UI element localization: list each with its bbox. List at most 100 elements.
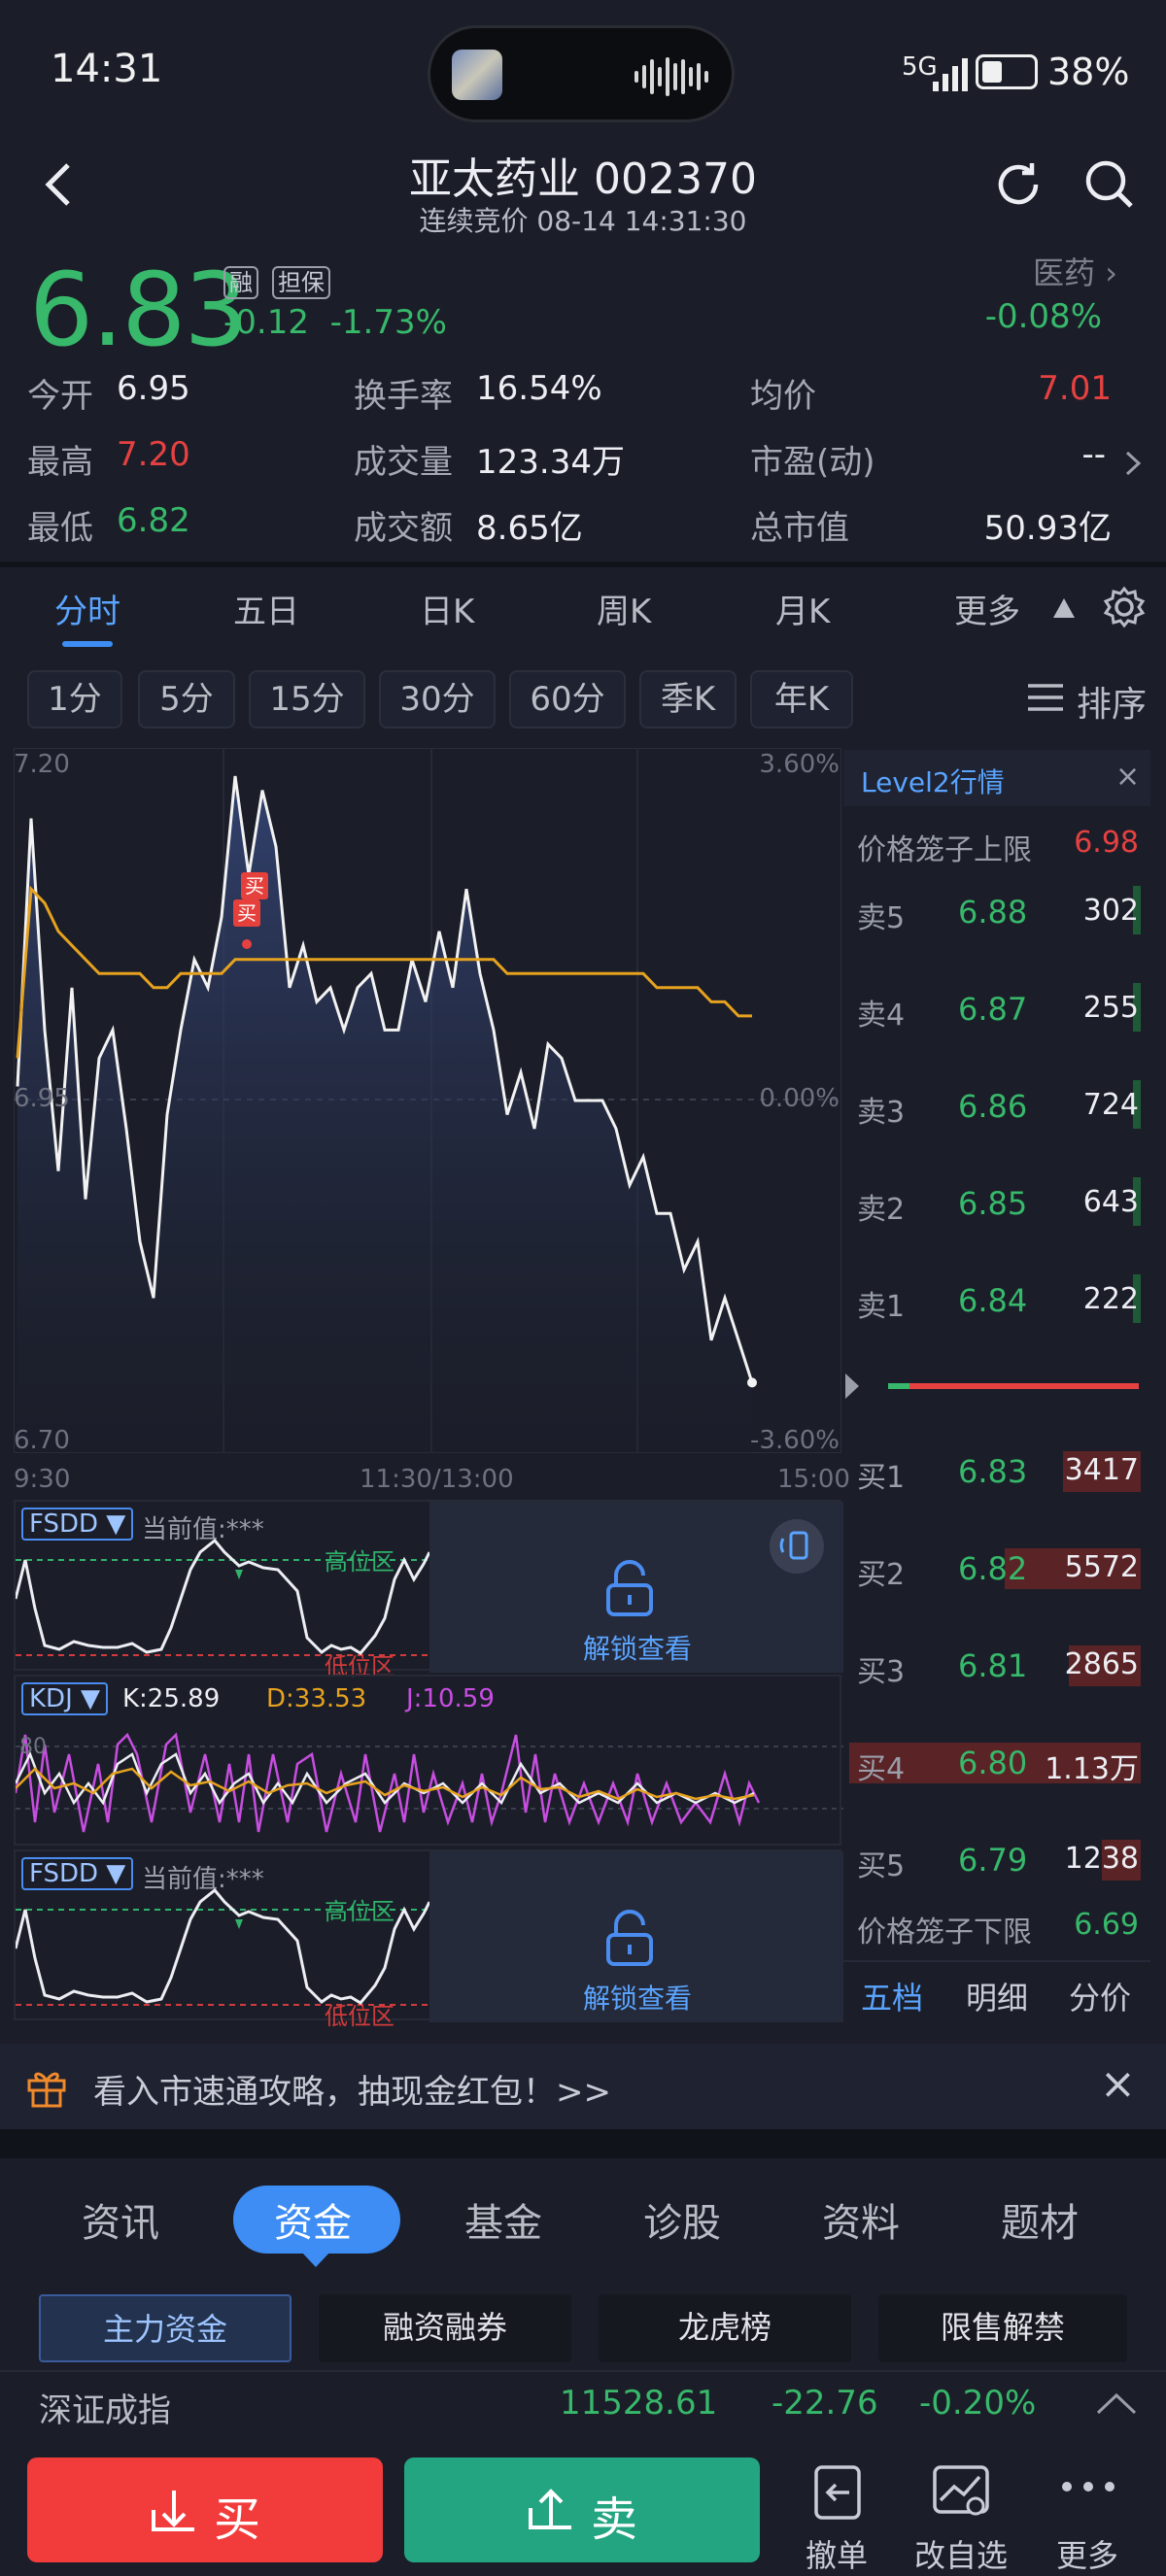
bid-level-3[interactable]: 买3 6.81 2865 <box>843 1628 1150 1706</box>
period-year-k[interactable]: 年K <box>750 670 853 729</box>
stat-open-value: 6.95 <box>117 369 190 408</box>
tab-diagnosis[interactable]: 诊股 <box>643 2201 721 2246</box>
period-5min[interactable]: 5分 <box>138 670 235 729</box>
promo-text: 看入市速通攻略，抽现金红包！>> <box>93 2073 611 2112</box>
intraday-price-chart[interactable] <box>14 748 841 1453</box>
buy-marker-1: 买 <box>241 872 268 899</box>
unlock-icon-2[interactable] <box>602 1910 657 1966</box>
tab-weekly-k[interactable]: 周K <box>597 593 652 631</box>
sort-button[interactable]: 排序 <box>1077 685 1148 725</box>
unlock-button[interactable]: 解锁查看 <box>583 1633 693 1665</box>
buy-label: 买 <box>214 2492 261 2547</box>
more-button[interactable]: 更多 <box>1034 2457 1141 2574</box>
tab-capital[interactable]: 资金 <box>274 2201 352 2246</box>
bid-level-2[interactable]: 买2 6.82 5572 <box>843 1531 1150 1609</box>
stock-title: 亚太药业 002370 <box>409 154 757 204</box>
pct-axis-mid: 0.00% <box>759 1084 840 1113</box>
sector-link[interactable]: 医药 › <box>1033 254 1117 291</box>
back-arrow-icon[interactable] <box>39 155 78 214</box>
list-sort-icon[interactable] <box>1026 678 1065 717</box>
fsdd-chart-2 <box>16 1851 843 2022</box>
pct-axis-bottom: -3.60% <box>750 1426 840 1455</box>
level-price: 6.81 <box>958 1647 1028 1684</box>
subtab-lockup-release[interactable]: 限售解禁 <box>878 2294 1127 2362</box>
rotate-screen-button[interactable] <box>770 1519 824 1574</box>
cancel-order-button[interactable]: 撤单 <box>783 2457 890 2574</box>
tab-themes[interactable]: 题材 <box>1001 2201 1079 2246</box>
chevron-up-icon[interactable] <box>1096 2391 1137 2415</box>
promo-banner[interactable]: 看入市速通攻略，抽现金红包！>> × <box>0 2044 1166 2129</box>
period-1min[interactable]: 1分 <box>27 670 122 729</box>
ratio-bar-buy <box>909 1383 1139 1389</box>
tab-more[interactable]: 更多 <box>954 593 1020 631</box>
level-price: 6.80 <box>958 1745 1028 1781</box>
bid-level-5[interactable]: 买5 6.79 1238 <box>843 1822 1150 1900</box>
volume-bar <box>1063 1451 1141 1492</box>
level-volume: 5572 <box>1064 1550 1139 1584</box>
level2-tab-price-distribution[interactable]: 分价 <box>1069 1980 1132 2017</box>
chevron-right-icon[interactable] <box>1121 449 1145 478</box>
index-value: 11528.61 <box>560 2384 718 2423</box>
tab-daily-k[interactable]: 日K <box>420 593 475 631</box>
status-bar: 14:31 5G 38% <box>0 0 1166 146</box>
buy-button[interactable]: 买 <box>27 2457 383 2562</box>
tab-monthly-k[interactable]: 月K <box>775 593 831 631</box>
buy-arrow-icon <box>152 2491 194 2531</box>
tab-intraday[interactable]: 分时 <box>54 593 120 631</box>
ask-level-5[interactable]: 卖5 6.88 302 <box>843 874 1150 952</box>
triangle-up-icon[interactable] <box>1051 596 1077 620</box>
tab-news[interactable]: 资讯 <box>82 2201 159 2246</box>
expand-triangle-icon[interactable] <box>843 1372 861 1401</box>
unlock-icon[interactable] <box>602 1560 657 1616</box>
settings-gear-icon[interactable] <box>1102 585 1147 629</box>
tab-five-day[interactable]: 五日 <box>233 593 299 631</box>
low-zone-label-2: 低位区 <box>325 2003 394 2030</box>
kdj-selector[interactable]: KDJ ▼ <box>21 1682 108 1715</box>
sector-change: -0.08% <box>984 297 1102 336</box>
level-price: 6.83 <box>958 1453 1028 1490</box>
x-axis-mid: 11:30/13:00 <box>360 1465 514 1494</box>
collateral-tag: 担保 <box>272 266 330 299</box>
edit-watchlist-button[interactable]: 改自选 <box>908 2457 1014 2574</box>
subtab-main-capital[interactable]: 主力资金 <box>39 2294 292 2362</box>
period-60min[interactable]: 60分 <box>509 670 626 729</box>
bid-level-4[interactable]: 买4 6.80 1.13万 <box>843 1725 1150 1803</box>
period-quarter-k[interactable]: 季K <box>639 670 737 729</box>
level-price: 6.86 <box>958 1088 1028 1125</box>
period-30min[interactable]: 30分 <box>379 670 496 729</box>
ask-level-2[interactable]: 卖2 6.85 643 <box>843 1166 1150 1243</box>
stat-volume-value: 123.34万 <box>476 443 625 482</box>
ask-level-3[interactable]: 卖3 6.86 724 <box>843 1068 1150 1146</box>
fsdd-selector[interactable]: FSDD ▼ <box>21 1508 134 1541</box>
x-axis-end: 15:00 <box>777 1465 850 1494</box>
price-cage-lower-label: 价格笼子下限 <box>857 1915 1032 1949</box>
ask-level-1[interactable]: 卖1 6.84 222 <box>843 1263 1150 1340</box>
search-icon[interactable] <box>1082 157 1137 212</box>
index-change: -22.76 <box>772 2384 878 2423</box>
period-15min[interactable]: 15分 <box>249 670 365 729</box>
unlock-button-2[interactable]: 解锁查看 <box>583 1983 693 2015</box>
fsdd-indicator-panel: FSDD ▼ 当前值:*** 高位区 低位区 解锁查看 <box>14 1500 843 1680</box>
volume-bar <box>849 1743 1141 1783</box>
stat-turnover-rate-value: 16.54% <box>476 369 602 408</box>
close-banner-icon[interactable]: × <box>1100 2059 1136 2109</box>
bid-level-1[interactable]: 买1 6.83 3417 <box>843 1434 1150 1511</box>
level2-tab-details[interactable]: 明细 <box>966 1980 1029 2017</box>
level2-tab-five-levels[interactable]: 五档 <box>861 1980 924 2017</box>
tab-profile[interactable]: 资料 <box>822 2201 900 2246</box>
level2-close-icon[interactable]: × <box>1115 760 1141 794</box>
level-label: 卖3 <box>857 1096 906 1130</box>
level-label: 买2 <box>857 1558 906 1592</box>
index-ticker-bar[interactable]: 深证成指 11528.61 -22.76 -0.20% <box>0 2370 1166 2434</box>
ask-level-4[interactable]: 卖4 6.87 255 <box>843 971 1150 1049</box>
stat-open-label: 今开 <box>27 377 93 416</box>
tab-funds[interactable]: 基金 <box>464 2201 542 2246</box>
divider <box>0 561 1166 567</box>
sell-button[interactable]: 卖 <box>404 2457 760 2562</box>
refresh-icon[interactable] <box>991 157 1046 212</box>
subtab-margin[interactable]: 融资融券 <box>319 2294 571 2362</box>
level-price: 6.84 <box>958 1282 1028 1319</box>
fsdd-selector-2[interactable]: FSDD ▼ <box>21 1857 134 1890</box>
stat-low-label: 最低 <box>27 509 93 548</box>
subtab-dragon-tiger[interactable]: 龙虎榜 <box>599 2294 851 2362</box>
